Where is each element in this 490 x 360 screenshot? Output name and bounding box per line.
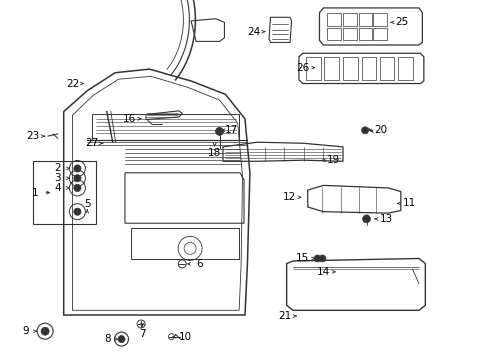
Text: 26: 26 — [296, 63, 310, 73]
Circle shape — [74, 208, 81, 215]
Text: 11: 11 — [402, 198, 416, 208]
Circle shape — [74, 175, 81, 182]
Text: 25: 25 — [395, 17, 409, 27]
Circle shape — [319, 255, 326, 262]
Text: 19: 19 — [326, 155, 340, 165]
Text: 27: 27 — [85, 138, 99, 148]
Circle shape — [74, 184, 81, 192]
Text: 4: 4 — [54, 183, 61, 193]
Text: 10: 10 — [179, 332, 192, 342]
Text: 22: 22 — [66, 78, 79, 89]
Text: 12: 12 — [282, 192, 296, 202]
Circle shape — [362, 127, 368, 134]
Text: 3: 3 — [54, 173, 61, 183]
Text: 21: 21 — [278, 311, 292, 321]
Circle shape — [118, 336, 125, 343]
Text: 9: 9 — [22, 326, 29, 336]
Circle shape — [216, 127, 223, 135]
Text: 23: 23 — [26, 131, 40, 141]
Text: 13: 13 — [379, 214, 393, 224]
Text: 1: 1 — [32, 188, 39, 198]
Text: 20: 20 — [375, 125, 388, 135]
Circle shape — [314, 255, 321, 262]
Text: 18: 18 — [208, 148, 221, 158]
Circle shape — [363, 215, 370, 223]
Text: 17: 17 — [224, 125, 238, 135]
Text: 8: 8 — [104, 334, 111, 344]
Text: 5: 5 — [84, 199, 91, 210]
Text: 15: 15 — [296, 253, 310, 264]
Circle shape — [74, 165, 81, 172]
Text: 7: 7 — [139, 329, 146, 339]
Text: 16: 16 — [123, 114, 137, 124]
Text: 2: 2 — [54, 163, 61, 174]
Text: 6: 6 — [196, 259, 203, 269]
Text: 14: 14 — [317, 267, 330, 277]
Text: 24: 24 — [247, 27, 261, 37]
Circle shape — [41, 327, 49, 335]
